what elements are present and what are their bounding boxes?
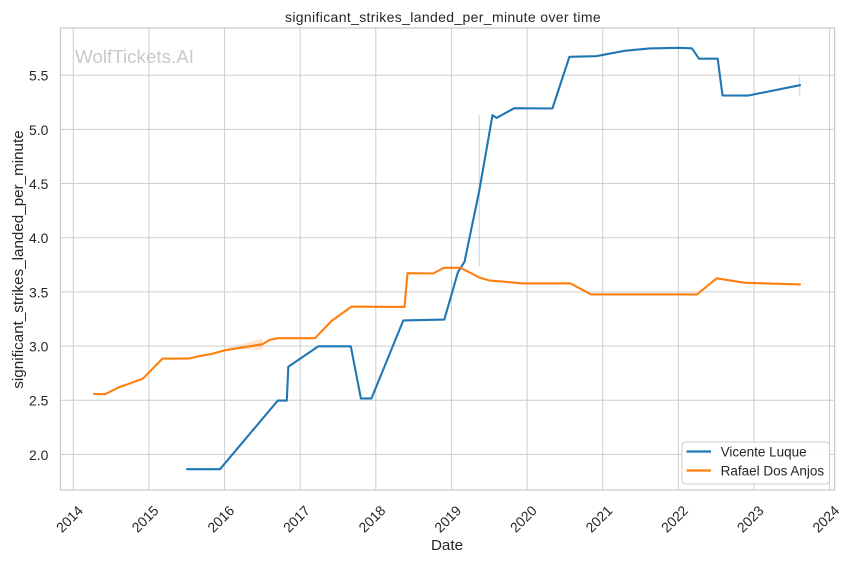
svg-text:3.5: 3.5 xyxy=(29,284,49,300)
svg-text:5.5: 5.5 xyxy=(29,68,49,84)
svg-text:3.0: 3.0 xyxy=(29,338,49,354)
svg-text:WolfTickets.AI: WolfTickets.AI xyxy=(75,46,194,67)
svg-text:4.5: 4.5 xyxy=(29,176,49,192)
svg-text:Vicente Luque: Vicente Luque xyxy=(721,444,807,459)
svg-text:significant_strikes_landed_per: significant_strikes_landed_per_minute ov… xyxy=(285,9,601,25)
svg-text:5.0: 5.0 xyxy=(29,122,49,138)
svg-text:Rafael Dos Anjos: Rafael Dos Anjos xyxy=(721,463,825,478)
svg-text:significant_strikes_landed_per: significant_strikes_landed_per_minute xyxy=(10,130,27,388)
svg-text:2.0: 2.0 xyxy=(29,447,49,463)
svg-text:4.0: 4.0 xyxy=(29,230,49,246)
svg-text:2.5: 2.5 xyxy=(29,393,49,409)
svg-text:Date: Date xyxy=(431,537,463,554)
